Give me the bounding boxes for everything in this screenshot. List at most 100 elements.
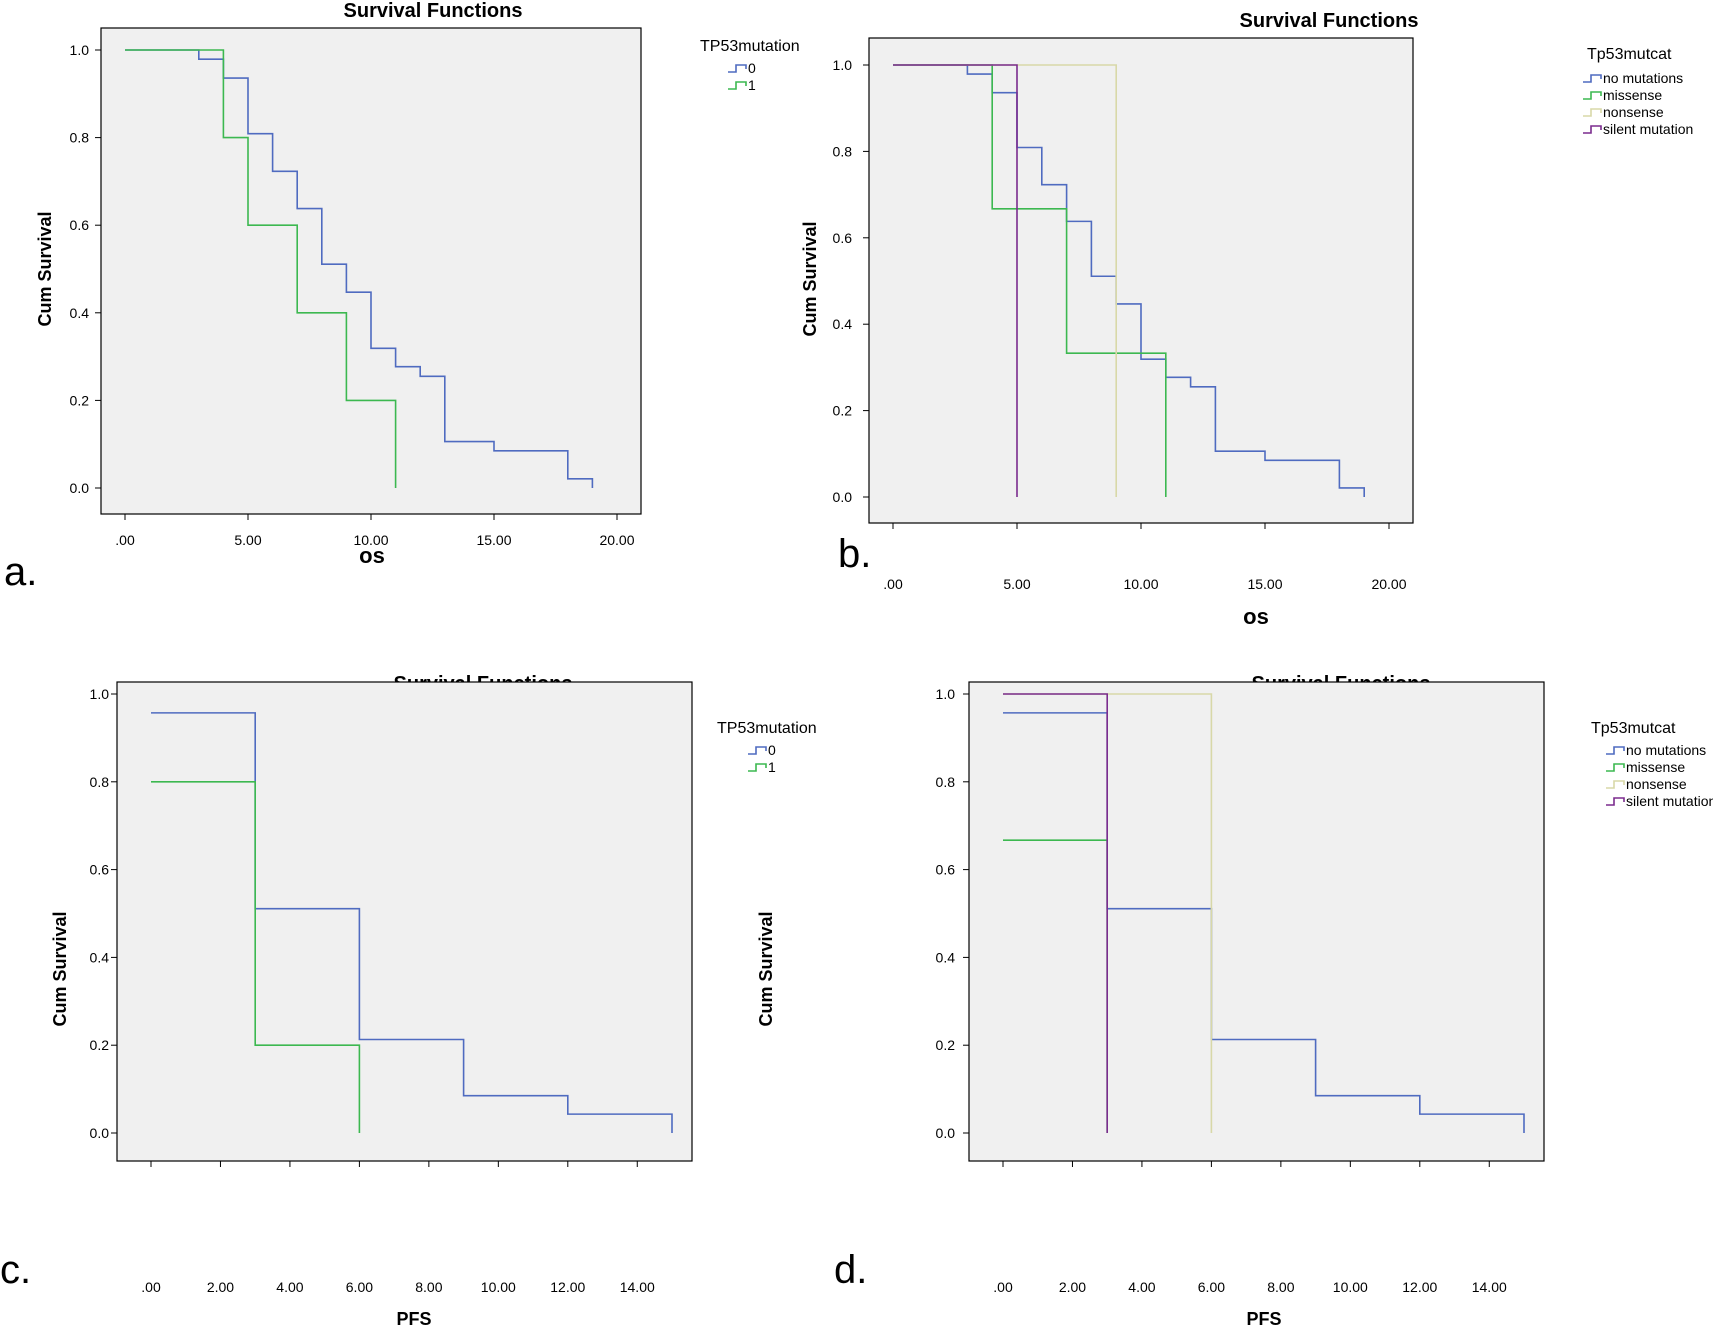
legend-entry: missense <box>1626 759 1685 775</box>
x-tick-label: 10.00 <box>353 532 388 548</box>
x-tick-label: .00 <box>115 532 135 548</box>
legend-entry: missense <box>1603 87 1662 103</box>
y-tick-label: 0.0 <box>70 480 90 496</box>
panel-letter: a. <box>4 550 37 594</box>
y-tick-label: 0.4 <box>90 949 110 965</box>
y-tick-label: 0.8 <box>90 774 110 790</box>
panel-letter: c. <box>0 1248 31 1292</box>
x-tick-label: 10.00 <box>481 1279 516 1295</box>
legend-symbol <box>1583 74 1602 83</box>
legend-title: TP53mutation <box>700 38 800 55</box>
legend-symbol <box>748 763 767 772</box>
legend-symbol <box>1606 763 1625 772</box>
legend-entry: nonsense <box>1603 104 1664 120</box>
legend-symbol <box>1606 746 1625 755</box>
legend-title: Tp53mutcat <box>1591 720 1676 737</box>
y-axis-label: Cum Survival <box>35 211 55 326</box>
plot-area <box>116 681 693 1162</box>
y-tick-label: 0.6 <box>90 862 110 878</box>
x-tick-label: 5.00 <box>234 532 261 548</box>
y-tick-label: 0.2 <box>70 392 90 408</box>
y-tick-label: 0.8 <box>936 774 956 790</box>
y-tick-label: 0.4 <box>833 316 853 332</box>
survival-chart-d: Survival Functions0.00.20.40.60.81.0.002… <box>756 665 1713 1331</box>
x-tick-label: 8.00 <box>415 1279 442 1295</box>
legend-symbol <box>1606 797 1625 806</box>
survival-chart-a-svg: Survival Functions 0.0 0.2 0.4 0.6 0.8 1.0 .00 5… <box>4 0 800 594</box>
survival-chart-a: Survival Functions 0.0 0.2 0.4 0.6 0.8 1.0 .00 5… <box>0 0 856 660</box>
legend-entry: 0 <box>748 60 756 76</box>
legend-title: TP53mutation <box>717 720 817 737</box>
legend-symbol <box>1583 125 1602 134</box>
y-tick-label: 0.2 <box>833 403 853 419</box>
x-tick-label: 12.00 <box>550 1279 585 1295</box>
x-axis-label: PFS <box>396 1309 431 1329</box>
y-tick-label: 0.6 <box>833 230 853 246</box>
survival-chart-d-svg: Survival Functions0.00.20.40.60.81.0.002… <box>756 673 1713 1329</box>
x-tick-label: 20.00 <box>599 532 634 548</box>
survival-chart-c: Survival Functions0.00.20.40.60.81.0.002… <box>0 665 856 1331</box>
x-tick-label: 12.00 <box>1402 1279 1437 1295</box>
y-tick-label: 0.4 <box>936 949 956 965</box>
series-line-1 <box>151 781 361 1133</box>
x-axis-label: os <box>359 543 385 568</box>
y-tick-label: 0.0 <box>90 1125 110 1141</box>
x-tick-label: 20.00 <box>1371 576 1406 592</box>
y-tick-label: 0.2 <box>936 1037 956 1053</box>
x-tick-label: 5.00 <box>1003 576 1030 592</box>
survival-chart-b-svg: Survival Functions 0.0 0.2 0.4 0.6 0.8 1.0 .00 5… <box>800 10 1693 629</box>
y-tick-label: 1.0 <box>833 57 853 73</box>
y-axis-label: Cum Survival <box>756 911 776 1026</box>
legend-entry: 0 <box>768 742 776 758</box>
x-tick-label: 14.00 <box>1472 1279 1507 1295</box>
y-tick-label: 0.8 <box>833 143 853 159</box>
y-tick-label: 0.0 <box>936 1125 956 1141</box>
chart-title: Survival Functions <box>344 0 523 22</box>
x-tick-label: .00 <box>883 576 903 592</box>
x-tick-label: 10.00 <box>1333 1279 1368 1295</box>
legend-entry: 1 <box>768 759 776 775</box>
series-line-silent-mutation <box>1003 693 1108 1133</box>
y-tick-label: 1.0 <box>936 686 956 702</box>
y-axis-label: Cum Survival <box>800 221 820 336</box>
y-tick-label: 1.0 <box>70 42 90 58</box>
legend-symbol <box>1606 780 1625 789</box>
x-tick-label: 6.00 <box>346 1279 373 1295</box>
y-tick-label: 0.0 <box>833 489 853 505</box>
legend-entry: silent mutation <box>1626 793 1713 809</box>
x-tick-label: 15.00 <box>476 532 511 548</box>
y-tick-label: 0.6 <box>936 862 956 878</box>
x-tick-label: 4.00 <box>276 1279 303 1295</box>
x-tick-label: 6.00 <box>1198 1279 1225 1295</box>
legend-symbol <box>1583 91 1602 100</box>
y-tick-label: 0.8 <box>70 130 90 146</box>
x-tick-label: .00 <box>141 1279 161 1295</box>
survival-chart-b: Survival Functions 0.0 0.2 0.4 0.6 0.8 1.0 .00 5… <box>800 0 1713 660</box>
legend-entry: no mutations <box>1626 742 1706 758</box>
x-tick-label: .00 <box>993 1279 1013 1295</box>
x-tick-label: 10.00 <box>1123 576 1158 592</box>
chart-title: Survival Functions <box>1240 10 1419 32</box>
legend-symbol <box>748 746 767 755</box>
plot-area <box>100 27 642 515</box>
legend-symbol <box>728 81 747 90</box>
x-tick-label: 2.00 <box>207 1279 234 1295</box>
y-tick-label: 1.0 <box>90 686 110 702</box>
survival-chart-c-svg: Survival Functions0.00.20.40.60.81.0.002… <box>0 673 817 1329</box>
series-line-1 <box>125 49 397 488</box>
y-tick-label: 0.6 <box>70 217 90 233</box>
x-axis-label: PFS <box>1246 1309 1281 1329</box>
legend-entry: silent mutation <box>1603 121 1693 137</box>
x-axis-label: os <box>1243 604 1269 629</box>
x-tick-label: 2.00 <box>1059 1279 1086 1295</box>
series-line-silent-mutation <box>893 64 1018 497</box>
y-tick-label: 0.2 <box>90 1037 110 1053</box>
x-tick-label: 14.00 <box>620 1279 655 1295</box>
y-axis-label: Cum Survival <box>50 911 70 1026</box>
legend-symbol <box>1583 108 1602 117</box>
legend-title: Tp53mutcat <box>1587 46 1672 63</box>
panel-letter: b. <box>838 532 871 576</box>
legend-entry: nonsense <box>1626 776 1687 792</box>
series-line-0 <box>125 49 594 488</box>
x-tick-label: 8.00 <box>1267 1279 1294 1295</box>
